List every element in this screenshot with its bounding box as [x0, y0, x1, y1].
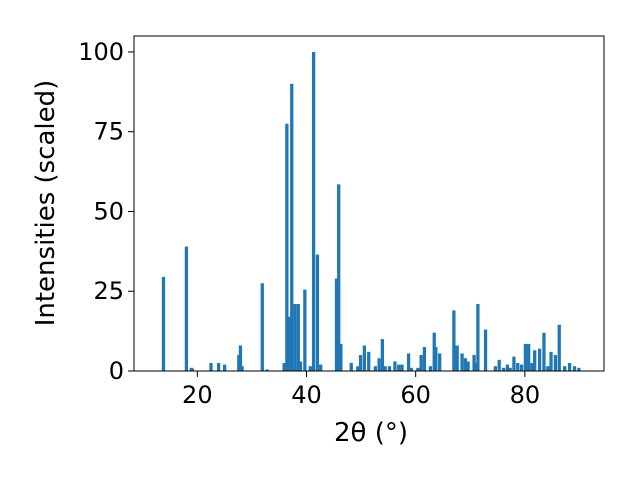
- bar: [397, 364, 401, 371]
- bar: [184, 246, 189, 371]
- bar: [512, 356, 516, 371]
- bar: [572, 366, 577, 371]
- bar: [553, 355, 558, 371]
- bar: [308, 366, 312, 371]
- bar: [530, 363, 534, 371]
- y-axis-ticks: 0 25 50 75 100: [78, 38, 134, 385]
- bar: [303, 289, 307, 371]
- bar: [533, 350, 537, 371]
- bar: [577, 367, 581, 371]
- bar: [422, 347, 427, 371]
- x-tick-label: 20: [182, 381, 213, 409]
- bar: [190, 368, 195, 371]
- bar: [380, 339, 385, 371]
- bar: [460, 353, 464, 371]
- bar: [497, 359, 501, 371]
- bar: [222, 364, 227, 371]
- bar: [523, 343, 528, 371]
- bar: [339, 343, 343, 371]
- bar: [290, 83, 294, 372]
- bars-group: [161, 51, 581, 372]
- bar: [387, 366, 392, 371]
- bar: [419, 355, 423, 371]
- bar: [474, 363, 478, 371]
- bar: [549, 351, 553, 371]
- bar: [557, 324, 561, 371]
- bar: [438, 353, 442, 371]
- bar: [416, 367, 420, 371]
- bar: [483, 329, 488, 371]
- bar: [356, 366, 360, 371]
- bar: [337, 184, 341, 371]
- bar: [432, 332, 436, 371]
- bar: [434, 347, 438, 371]
- bar: [285, 123, 289, 372]
- bar: [563, 366, 567, 371]
- bar: [527, 343, 531, 371]
- bar: [455, 345, 459, 371]
- x-tick-label: 60: [400, 381, 431, 409]
- bar: [216, 363, 221, 371]
- bar: [265, 369, 269, 371]
- bar: [428, 366, 433, 371]
- y-tick-label: 50: [93, 197, 124, 225]
- bar: [466, 361, 470, 371]
- x-axis-ticks: 20 40 60 80: [182, 371, 540, 409]
- bar: [463, 358, 467, 371]
- bar: [537, 348, 542, 371]
- bar: [296, 304, 300, 371]
- bar: [349, 363, 353, 371]
- bar: [383, 366, 387, 371]
- x-axis-label: 2θ (°): [334, 418, 408, 448]
- bar: [567, 363, 572, 371]
- bar: [358, 355, 363, 371]
- x-tick-label: 80: [510, 381, 541, 409]
- bar: [209, 363, 213, 371]
- bar: [373, 366, 377, 371]
- bar: [311, 51, 316, 371]
- bar: [287, 316, 291, 371]
- bar: [452, 310, 456, 371]
- bar: [319, 364, 323, 371]
- bar: [400, 364, 404, 371]
- y-tick-label: 25: [93, 277, 124, 305]
- bar: [493, 366, 498, 371]
- y-tick-label: 0: [109, 357, 124, 385]
- bar: [161, 276, 166, 371]
- bar: [367, 351, 371, 371]
- bar: [298, 361, 303, 371]
- bar: [377, 358, 381, 371]
- bar: [293, 304, 297, 371]
- bar: [409, 367, 413, 371]
- bar: [476, 304, 480, 371]
- bar: [516, 363, 520, 371]
- bar: [406, 353, 411, 371]
- bar: [240, 366, 244, 371]
- bar: [362, 345, 366, 371]
- bar: [393, 361, 397, 371]
- bar: [519, 364, 524, 371]
- y-tick-label: 75: [93, 118, 124, 146]
- bar: [542, 332, 546, 371]
- bar: [501, 367, 506, 371]
- plot-frame: [133, 35, 605, 372]
- bar: [238, 345, 243, 371]
- bar: [508, 367, 512, 371]
- x-tick-label: 40: [291, 381, 322, 409]
- bar: [315, 254, 320, 371]
- bar: [334, 278, 339, 371]
- y-axis-label: Intensities (scaled): [31, 80, 61, 327]
- bar: [505, 364, 510, 371]
- y-tick-label: 100: [78, 38, 124, 66]
- bar: [546, 366, 550, 371]
- bar: [260, 283, 264, 371]
- bar: [282, 363, 286, 371]
